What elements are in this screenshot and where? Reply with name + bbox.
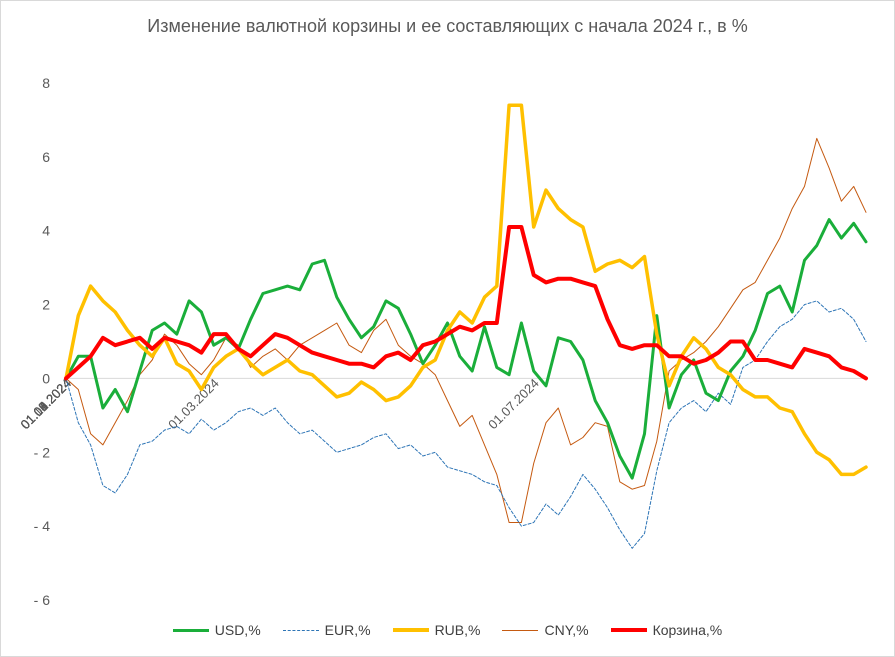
legend-label: RUB,%	[434, 622, 481, 638]
series-line-cny	[65, 137, 867, 523]
y-tick-label: 6	[42, 149, 50, 165]
series-line-rub	[64, 103, 868, 477]
y-tick-label: 0	[42, 370, 50, 386]
legend-item: EUR,%	[282, 622, 371, 638]
y-tick-label: 2	[42, 297, 50, 313]
chart-title: Изменение валютной корзины и ее составля…	[147, 16, 748, 36]
legend-label: Корзина,%	[652, 622, 723, 638]
x-tick-label: 01.03.2024	[165, 376, 222, 433]
series-line-eur	[65, 300, 867, 549]
legend-item: RUB,%	[392, 622, 481, 638]
legend-swatch	[610, 628, 647, 632]
x-tick-label: 01.07.2024	[485, 376, 542, 433]
y-axis-tick-labels: - 6 - 4 - 2 0 2 4 6 8	[34, 75, 51, 608]
y-tick-label: 4	[42, 223, 50, 239]
legend-item: USD,%	[172, 622, 261, 638]
legend-item: CNY,%	[502, 622, 589, 638]
y-tick-label: - 4	[34, 518, 51, 534]
legend-label: CNY,%	[544, 622, 589, 638]
series-line-корзина	[64, 225, 868, 381]
y-tick-label: - 6	[34, 592, 51, 608]
legend-label: EUR,%	[324, 622, 371, 638]
legend-item: Корзина,%	[610, 622, 723, 638]
legend-swatch	[282, 629, 319, 631]
legend-swatch	[392, 628, 429, 632]
series-layer	[64, 103, 868, 549]
series-line-usd	[64, 218, 868, 480]
y-tick-label: - 2	[34, 444, 51, 460]
legend-label: USD,%	[214, 622, 261, 638]
y-tick-label: 8	[42, 75, 50, 91]
legend: USD,% EUR,% RUB,% CNY,% Корзина,%	[0, 622, 895, 638]
legend-swatch	[502, 629, 539, 631]
legend-swatch	[172, 628, 209, 632]
